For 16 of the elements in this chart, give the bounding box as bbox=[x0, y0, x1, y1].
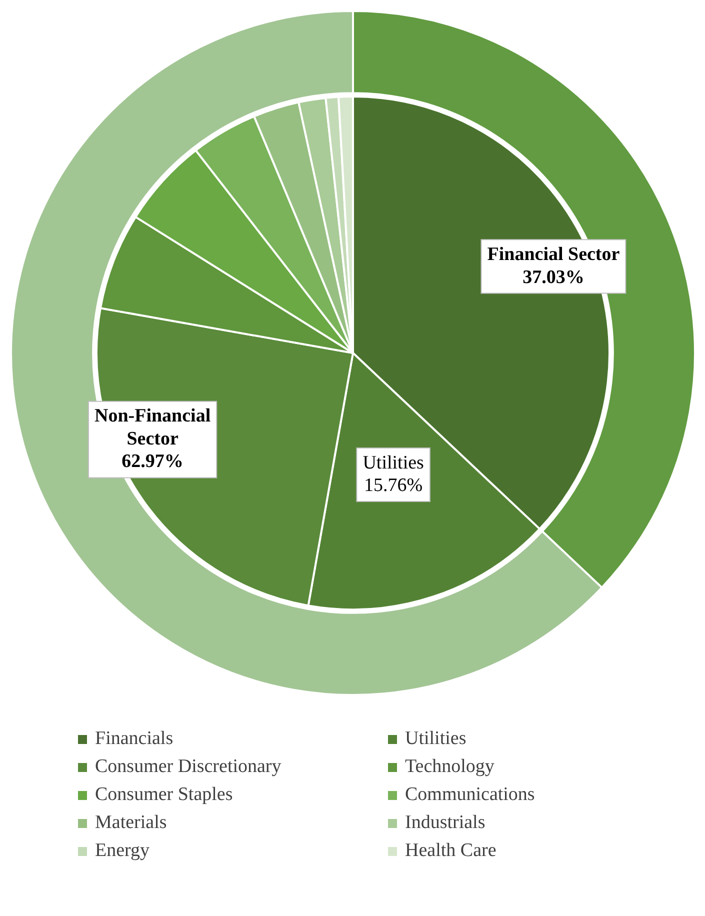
legend-label: Communications bbox=[405, 784, 535, 806]
legend-label: Industrials bbox=[405, 812, 486, 834]
legend-label: Financials bbox=[95, 728, 174, 750]
data-label: 15.76% bbox=[364, 475, 423, 496]
legend-label: Materials bbox=[95, 812, 167, 834]
data-label: 37.03% bbox=[522, 266, 584, 288]
legend-label: Energy bbox=[95, 840, 150, 862]
slice-label: Utilities bbox=[362, 452, 424, 474]
data-label: 62.97% bbox=[122, 451, 184, 472]
slice-label: Non-Financial Sector bbox=[94, 406, 211, 450]
legend-label: Utilities bbox=[405, 728, 466, 750]
legend-label: Health Care bbox=[405, 840, 496, 862]
slice-label: Financial Sector bbox=[487, 244, 620, 265]
legend-label: Consumer Staples bbox=[95, 784, 233, 806]
legend-label: Technology bbox=[405, 756, 494, 778]
legend-label: Consumer Discretionary bbox=[95, 756, 282, 778]
